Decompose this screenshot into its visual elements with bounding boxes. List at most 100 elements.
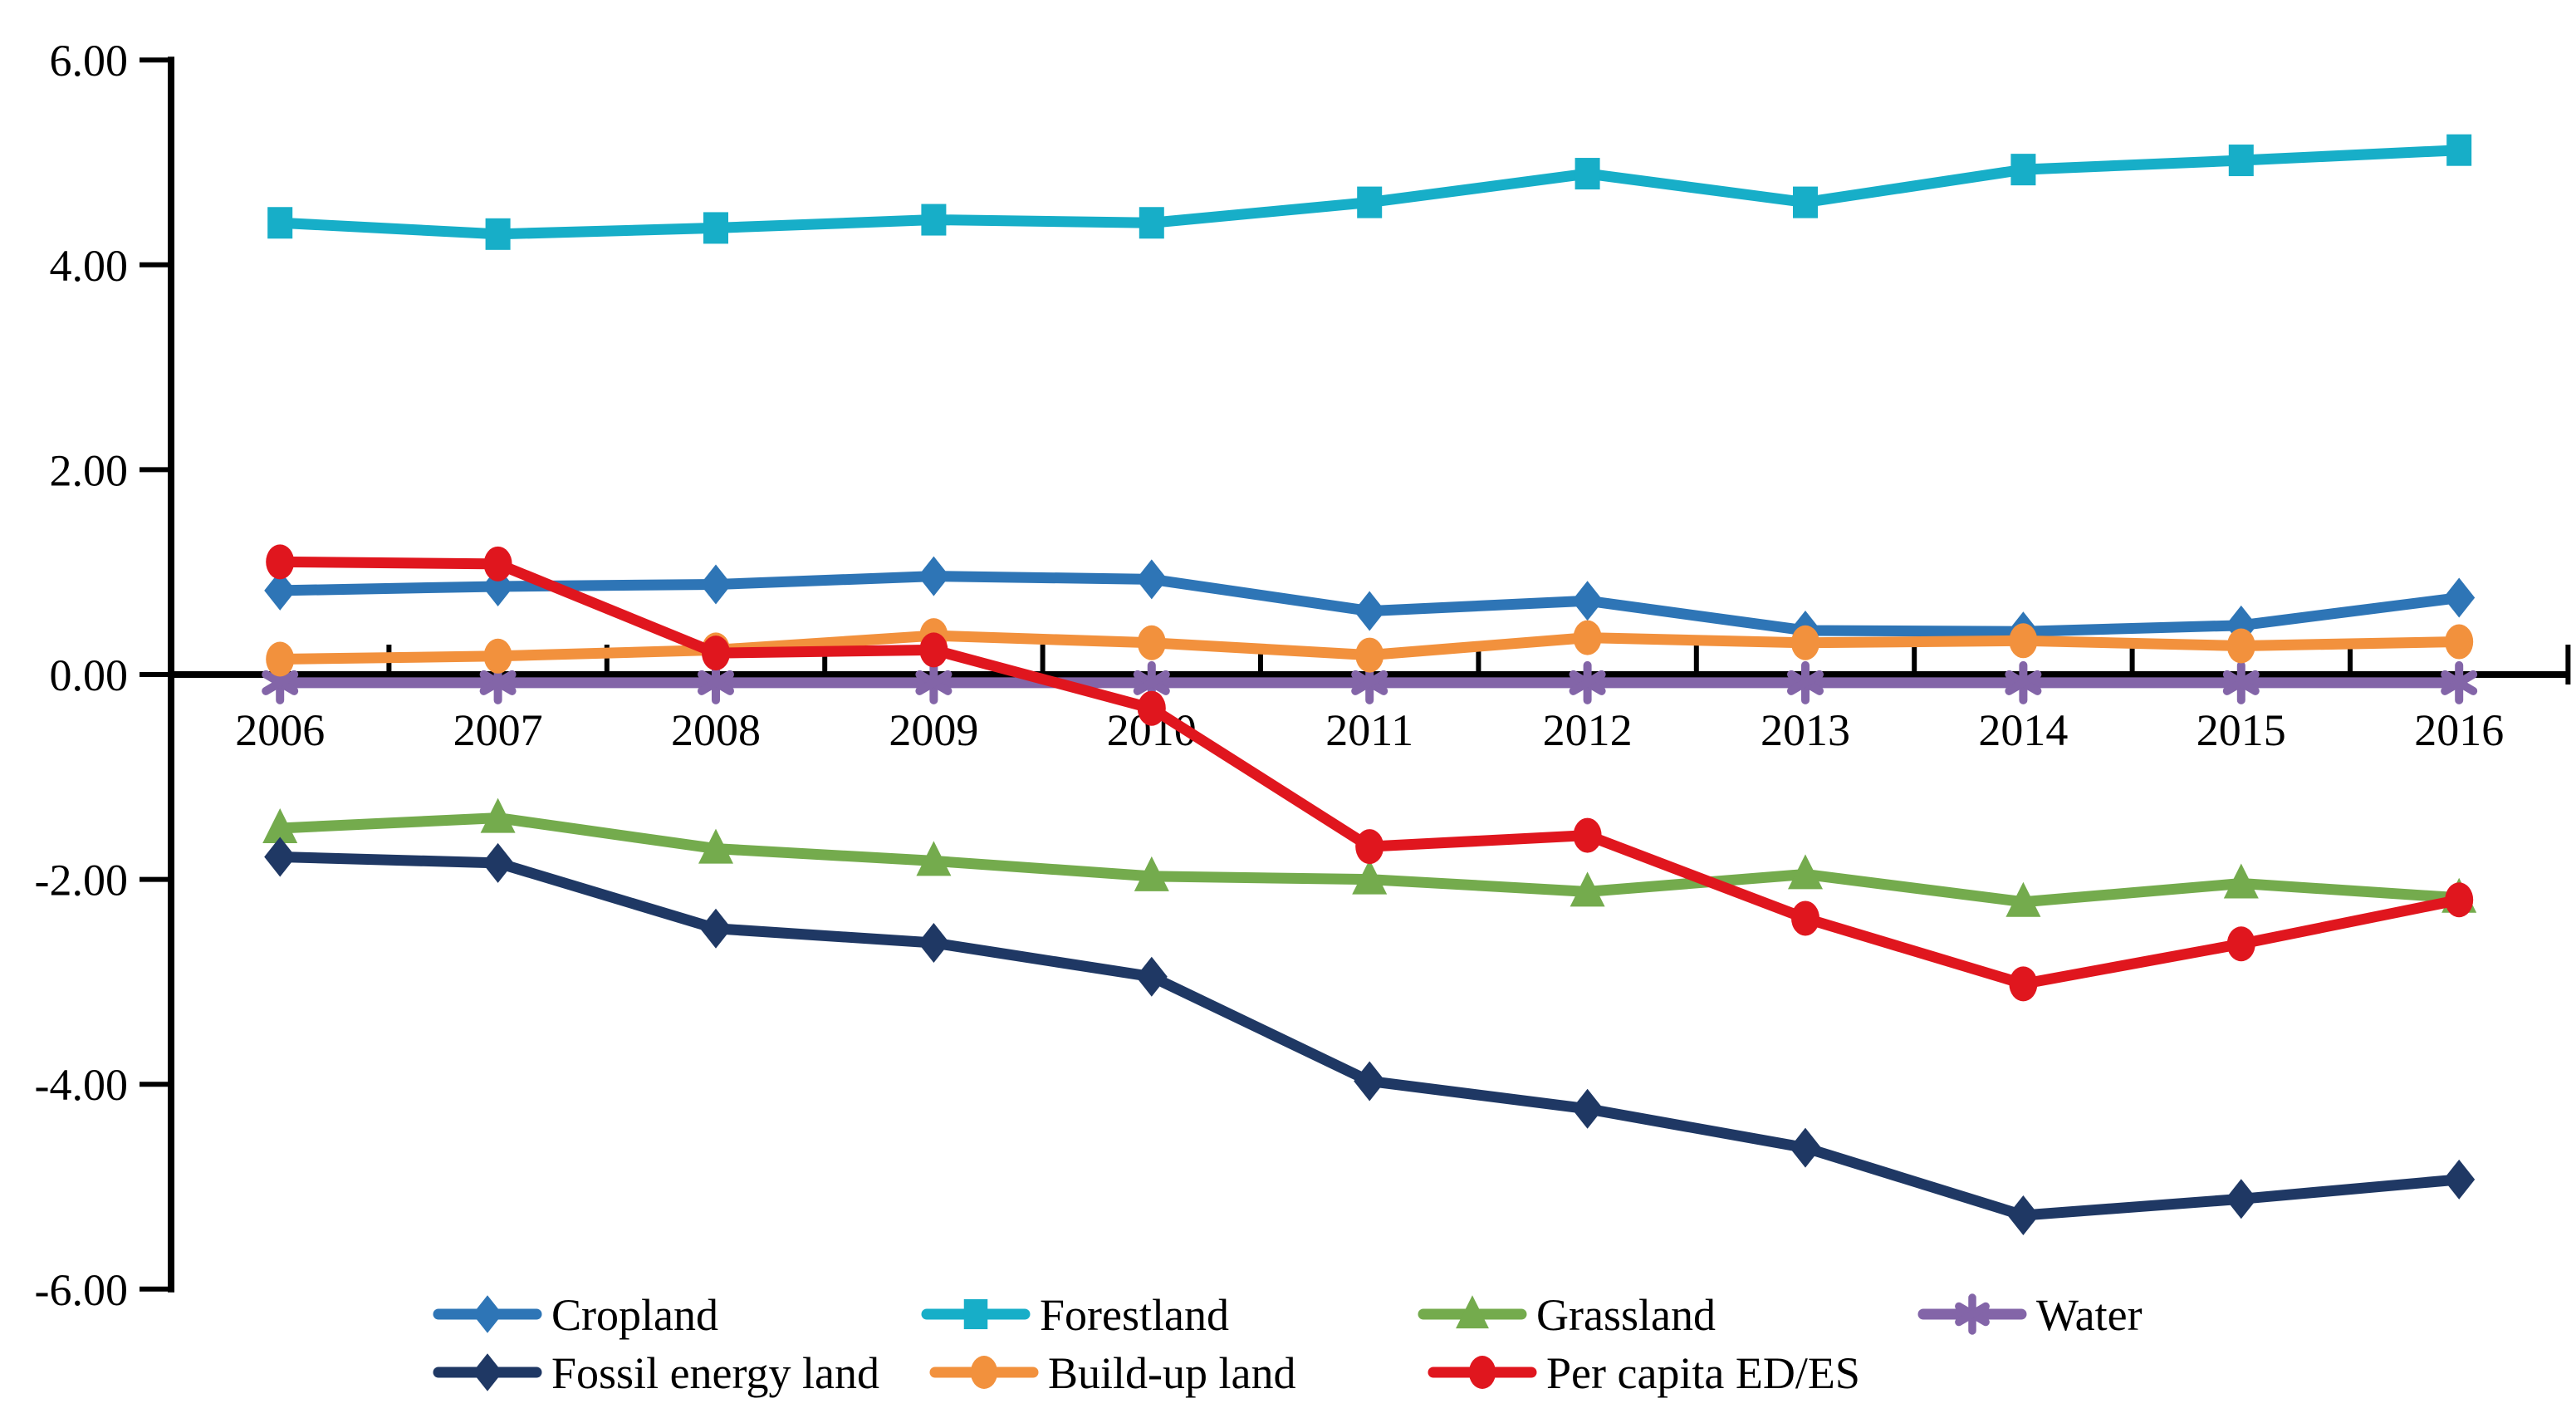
data-point-forestland <box>2446 134 2472 166</box>
series-water <box>262 660 2478 704</box>
data-point-cropland <box>1571 581 1604 621</box>
y-tick-label: 4.00 <box>50 241 129 291</box>
data-point-forestland <box>2010 154 2036 186</box>
legend-label: Forestland <box>1040 1290 1229 1340</box>
data-point-cropland <box>1135 559 1168 600</box>
circle-marker-icon <box>1468 1356 1496 1389</box>
data-point-forestland <box>1793 186 1818 218</box>
asterisk-spoke <box>262 670 299 695</box>
data-point-per-capita-ed-es <box>1355 829 1384 865</box>
legend-item-build-up-land: Build-up land <box>929 1348 1295 1398</box>
asterisk-spoke <box>1787 670 1824 695</box>
legend-item-water: Water <box>1917 1290 2143 1340</box>
data-point-water <box>915 660 953 704</box>
data-point-fossil-energy-land <box>1790 1127 1821 1168</box>
legend-item-per-capita-ed-es: Per capita ED/ES <box>1428 1348 1860 1398</box>
diamond-marker-icon <box>472 1295 503 1333</box>
data-point-per-capita-ed-es <box>702 635 730 671</box>
diamond-marker-icon <box>472 1353 503 1391</box>
series-forestland <box>267 134 2472 250</box>
data-point-per-capita-ed-es <box>2226 926 2255 962</box>
asterisk-spoke <box>1955 1302 1990 1327</box>
data-point-cropland <box>700 564 732 605</box>
x-tick-label: 2015 <box>2196 705 2286 755</box>
data-point-per-capita-ed-es <box>1137 690 1166 726</box>
data-point-build-up-land <box>483 638 512 674</box>
x-tick-label: 2006 <box>235 705 325 755</box>
legend-item-forestland: Forestland <box>921 1290 1229 1340</box>
legend-item-fossil-energy-land: Fossil energy land <box>433 1348 879 1398</box>
data-point-cropland <box>2443 577 2476 618</box>
data-point-per-capita-ed-es <box>266 544 295 580</box>
data-point-build-up-land <box>266 641 295 677</box>
data-point-build-up-land <box>1573 620 1602 655</box>
series-line-fossil-energy-land <box>274 851 2465 1221</box>
legend-label: Build-up land <box>1048 1348 1295 1398</box>
data-point-forestland <box>1574 158 1600 190</box>
data-point-grassland <box>698 828 733 864</box>
asterisk-spoke <box>1351 670 1388 695</box>
data-point-per-capita-ed-es <box>2009 966 2038 1002</box>
triangle-marker-icon <box>1456 1295 1489 1329</box>
data-point-forestland <box>921 204 947 236</box>
y-tick-label: -2.00 <box>35 856 128 905</box>
data-point-fossil-energy-land <box>700 908 732 949</box>
data-point-build-up-land <box>1137 625 1166 660</box>
data-point-forestland <box>267 207 293 239</box>
data-point-fossil-energy-land <box>918 923 950 964</box>
asterisk-spoke <box>2441 670 2478 695</box>
data-point-per-capita-ed-es <box>1791 900 1819 936</box>
data-point-water <box>1569 660 1606 704</box>
data-point-grassland <box>1134 856 1169 891</box>
data-point-per-capita-ed-es <box>1573 817 1602 853</box>
data-point-cropland <box>264 570 296 611</box>
data-point-fossil-energy-land <box>1571 1088 1604 1129</box>
data-point-water <box>2441 660 2478 704</box>
data-point-fossil-energy-land <box>264 837 296 877</box>
y-tick-label: -4.00 <box>35 1060 128 1110</box>
data-point-forestland <box>1357 186 1383 218</box>
asterisk-spoke <box>698 670 734 695</box>
asterisk-spoke <box>1569 670 1606 695</box>
data-point-build-up-land <box>2009 623 2038 659</box>
data-point-grassland <box>916 841 952 876</box>
data-point-grassland <box>1352 859 1388 895</box>
asterisk-marker-icon <box>1955 1293 1990 1335</box>
x-tick-label: 2009 <box>889 705 978 755</box>
y-tick-label: -6.00 <box>35 1265 128 1315</box>
legend-item-grassland: Grassland <box>1418 1290 1716 1340</box>
data-point-build-up-land <box>1355 637 1384 673</box>
data-point-grassland <box>480 797 516 833</box>
square-marker-icon <box>963 1298 988 1330</box>
series-fossil-energy-land <box>264 837 2476 1236</box>
legend: Cropland Forestland Grassland Water Fossil e… <box>433 1290 2143 1398</box>
data-point-water <box>2005 660 2042 704</box>
data-point-fossil-energy-land <box>2225 1179 2257 1219</box>
x-tick-label: 2011 <box>1325 705 1413 755</box>
series-grassland <box>262 797 2477 917</box>
data-point-cropland <box>1354 591 1386 631</box>
asterisk-spoke <box>479 670 517 695</box>
circle-marker-icon <box>970 1356 998 1389</box>
legend-label: Grassland <box>1536 1290 1716 1340</box>
legend-item-cropland: Cropland <box>433 1290 718 1340</box>
data-point-fossil-energy-land <box>1354 1061 1386 1102</box>
y-tick-label: 0.00 <box>50 650 129 700</box>
asterisk-spoke <box>2222 670 2260 695</box>
asterisk-spoke <box>2005 670 2042 695</box>
data-point-grassland <box>1788 854 1823 890</box>
data-point-water <box>698 660 734 704</box>
legend-label: Per capita ED/ES <box>1546 1348 1860 1398</box>
y-tick-label: 6.00 <box>50 36 129 86</box>
x-tick-label: 2007 <box>453 705 543 755</box>
legend-label: Fossil energy land <box>551 1348 879 1398</box>
asterisk-spoke <box>915 670 953 695</box>
data-point-grassland <box>1570 871 1605 907</box>
data-point-fossil-energy-land <box>2443 1159 2476 1200</box>
x-tick-label: 2016 <box>2414 705 2504 755</box>
data-point-water <box>2222 660 2260 704</box>
data-point-per-capita-ed-es <box>2445 882 2474 918</box>
data-point-forestland <box>1139 207 1164 239</box>
